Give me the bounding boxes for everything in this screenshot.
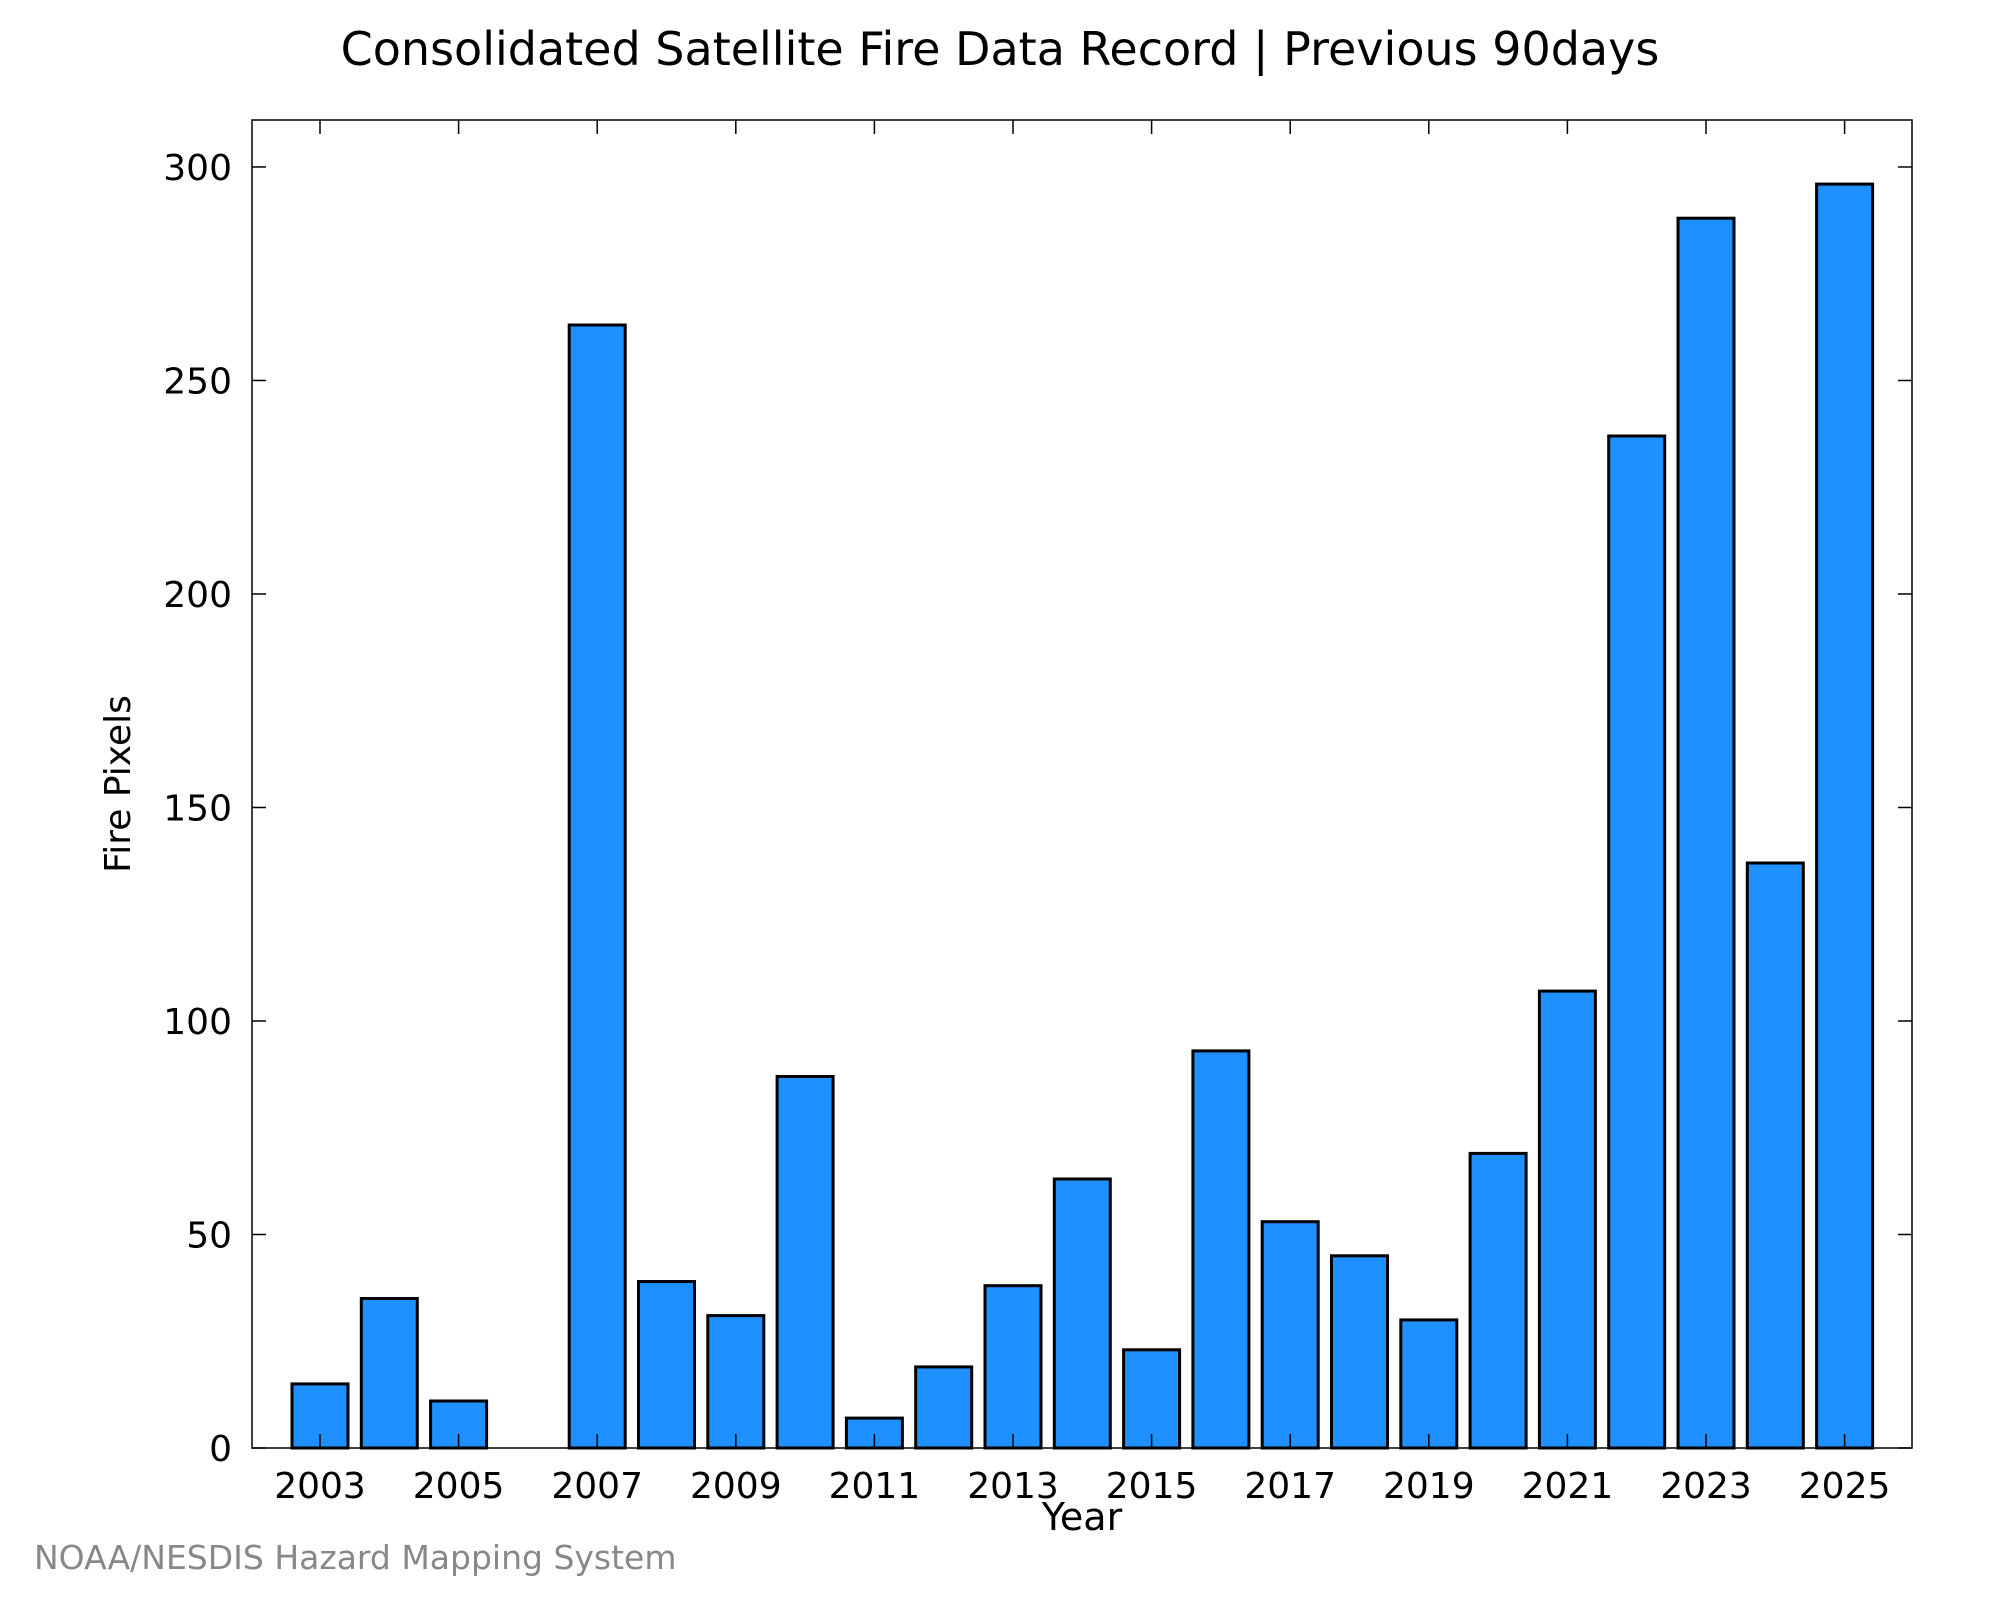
x-tick-label: 2015 — [1106, 1466, 1198, 1507]
bar-2014 — [1052, 1177, 1112, 1450]
bar-2017 — [1260, 1220, 1320, 1450]
x-tick-label: 2025 — [1799, 1466, 1891, 1507]
bar-2012 — [914, 1365, 974, 1450]
bar-2024 — [1745, 861, 1805, 1450]
y-tick-label: 50 — [186, 1215, 232, 1256]
bar-2007 — [567, 323, 627, 1450]
bar-series — [290, 182, 1875, 1450]
bar-2025 — [1815, 182, 1875, 1450]
x-tick-label: 2021 — [1522, 1466, 1614, 1507]
y-tick-label: 300 — [163, 148, 232, 189]
x-tick-label: 2017 — [1244, 1466, 1336, 1507]
bar-2013 — [983, 1284, 1043, 1450]
y-tick-label: 250 — [163, 361, 232, 402]
y-axis: 0 50 100 150 200 250 300 — [163, 148, 1912, 1470]
x-tick-label: 2023 — [1660, 1466, 1752, 1507]
bar-2020 — [1468, 1151, 1528, 1450]
y-tick-label: 0 — [209, 1429, 232, 1470]
y-tick-label: 100 — [163, 1002, 232, 1043]
bar-2009 — [706, 1314, 766, 1450]
bar-2008 — [637, 1280, 696, 1450]
y-tick-label: 150 — [163, 788, 232, 829]
bar-2023 — [1676, 216, 1736, 1450]
bar-2016 — [1191, 1049, 1251, 1450]
x-tick-label: 2005 — [413, 1466, 505, 1507]
bar-2010 — [775, 1075, 835, 1450]
x-tick-label: 2003 — [274, 1466, 366, 1507]
x-tick-label: 2013 — [967, 1466, 1059, 1507]
x-tick-label: 2009 — [690, 1466, 782, 1507]
chart-title: Consolidated Satellite Fire Data Record … — [340, 22, 1660, 76]
x-tick-label: 2019 — [1383, 1466, 1475, 1507]
bar-2004 — [359, 1297, 419, 1450]
source-credit: NOAA/NESDIS Hazard Mapping System — [34, 1538, 677, 1577]
x-tick-label: 2007 — [551, 1466, 643, 1507]
x-tick-label: 2011 — [829, 1466, 921, 1507]
x-axis-label: Year — [1041, 1495, 1123, 1539]
bar-2019 — [1399, 1318, 1459, 1450]
bar-2015 — [1122, 1348, 1182, 1450]
bar-2021 — [1537, 989, 1597, 1450]
bar-2018 — [1330, 1254, 1389, 1450]
x-axis: 2003 2005 2007 2009 2011 2013 2015 2017 2019 2021… — [274, 120, 1890, 1507]
y-axis-label: Fire Pixels — [98, 695, 139, 873]
y-tick-label: 200 — [163, 575, 232, 616]
bar-2022 — [1607, 434, 1667, 1450]
